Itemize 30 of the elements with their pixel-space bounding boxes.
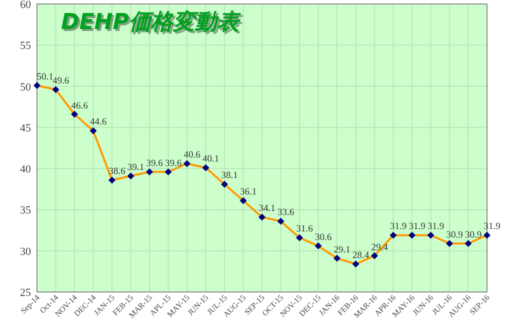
y-tick-label: 40 bbox=[20, 164, 32, 176]
data-label: 30.9 bbox=[464, 230, 482, 240]
data-label: 31.9 bbox=[408, 222, 426, 232]
data-label: 30.6 bbox=[314, 232, 332, 243]
data-label: 30.9 bbox=[446, 230, 464, 240]
data-label: 31.9 bbox=[390, 222, 407, 232]
data-label: 31.9 bbox=[427, 222, 444, 232]
data-label: 44.6 bbox=[90, 118, 107, 128]
chart-title: DEHP価格変動表 bbox=[63, 11, 244, 37]
data-label: 40.1 bbox=[202, 154, 220, 165]
data-label: 46.6 bbox=[71, 101, 88, 112]
y-tick-label: 35 bbox=[20, 204, 32, 217]
data-label: 38.1 bbox=[221, 171, 238, 182]
data-label: 39.6 bbox=[164, 158, 182, 169]
data-label: 33.6 bbox=[277, 208, 294, 218]
data-label: 31.6 bbox=[296, 224, 314, 235]
data-label: 49.6 bbox=[52, 76, 70, 87]
data-label: 39.6 bbox=[146, 158, 164, 169]
data-label: 34.1 bbox=[258, 204, 276, 214]
data-label: 29.1 bbox=[334, 245, 351, 256]
y-tick-label: 30 bbox=[20, 246, 32, 258]
data-label: 36.1 bbox=[240, 188, 257, 198]
y-tick-label: 25 bbox=[20, 287, 32, 299]
data-label: 39.1 bbox=[127, 162, 144, 173]
y-tick-label: 60 bbox=[20, 0, 32, 11]
data-label: 40.6 bbox=[184, 150, 201, 161]
y-tick-label: 45 bbox=[20, 122, 32, 134]
data-label: 28.4 bbox=[352, 251, 370, 262]
y-tick-label: 50 bbox=[20, 81, 32, 94]
y-tick-label: 55 bbox=[20, 40, 32, 52]
